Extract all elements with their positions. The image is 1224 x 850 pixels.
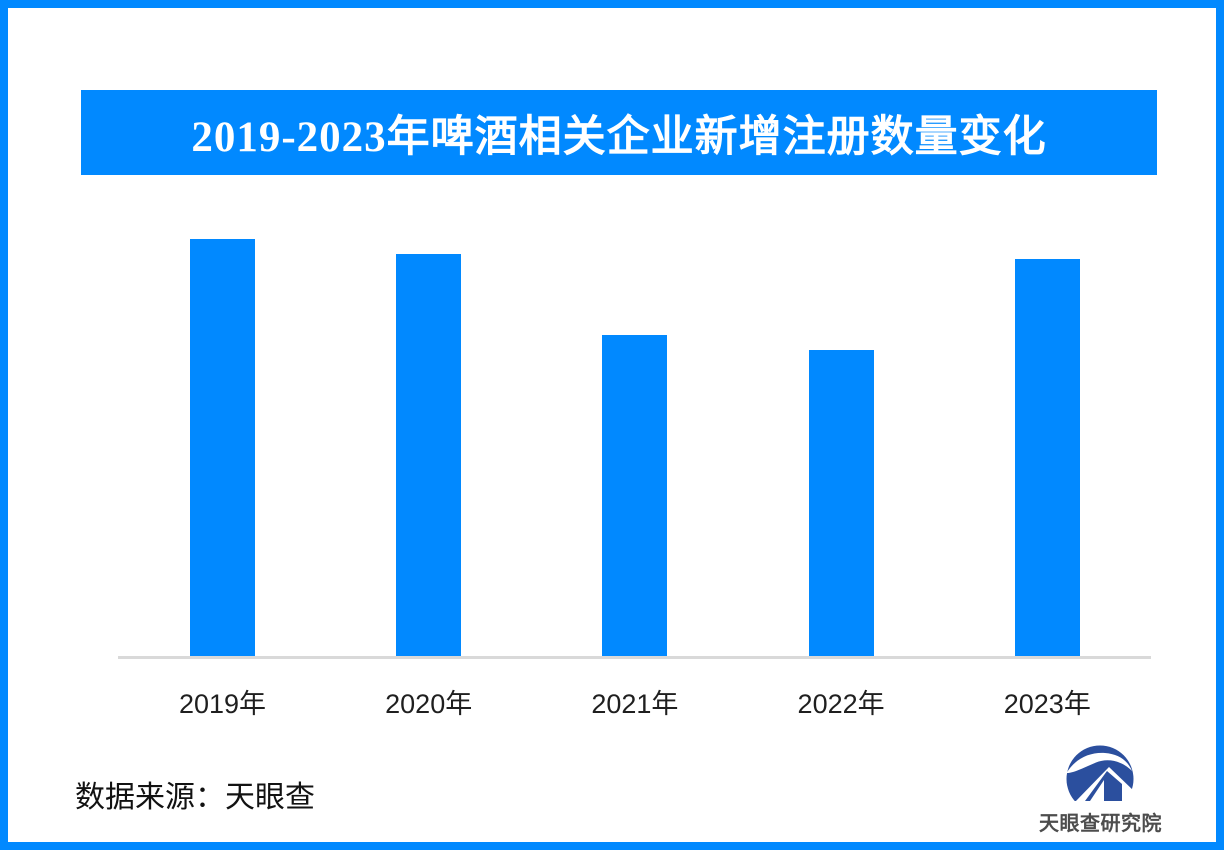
x-axis-label-2019: 2019年 xyxy=(178,689,267,719)
x-axis-label-2021: 2021年 xyxy=(591,689,679,719)
bar-2022 xyxy=(808,350,874,656)
bar-2023 xyxy=(1014,259,1080,656)
chart-title-banner: 2019-2023年啤酒相关企业新增注册数量变化 xyxy=(81,90,1157,175)
tianyancha-logo-icon xyxy=(1066,745,1135,801)
data-source-note: 数据来源：天眼查 xyxy=(75,781,315,814)
brand-name: 天眼查研究院 xyxy=(1039,813,1162,835)
chart-title: 2019-2023年啤酒相关企业新增注册数量变化 xyxy=(191,113,1047,161)
bar-2020 xyxy=(396,254,462,656)
x-axis-label-2023: 2023年 xyxy=(1003,689,1091,719)
bar-2019 xyxy=(190,239,255,656)
bar-chart: 2019年 2020年 2021年 2022年 2023年 xyxy=(8,8,1216,842)
x-axis-label-2022: 2022年 xyxy=(797,689,885,719)
footer-logo: 天眼查研究院 xyxy=(1039,745,1162,836)
bar-2021 xyxy=(602,335,668,656)
x-axis-label-2020: 2020年 xyxy=(385,689,473,719)
x-axis-line xyxy=(118,656,1151,659)
